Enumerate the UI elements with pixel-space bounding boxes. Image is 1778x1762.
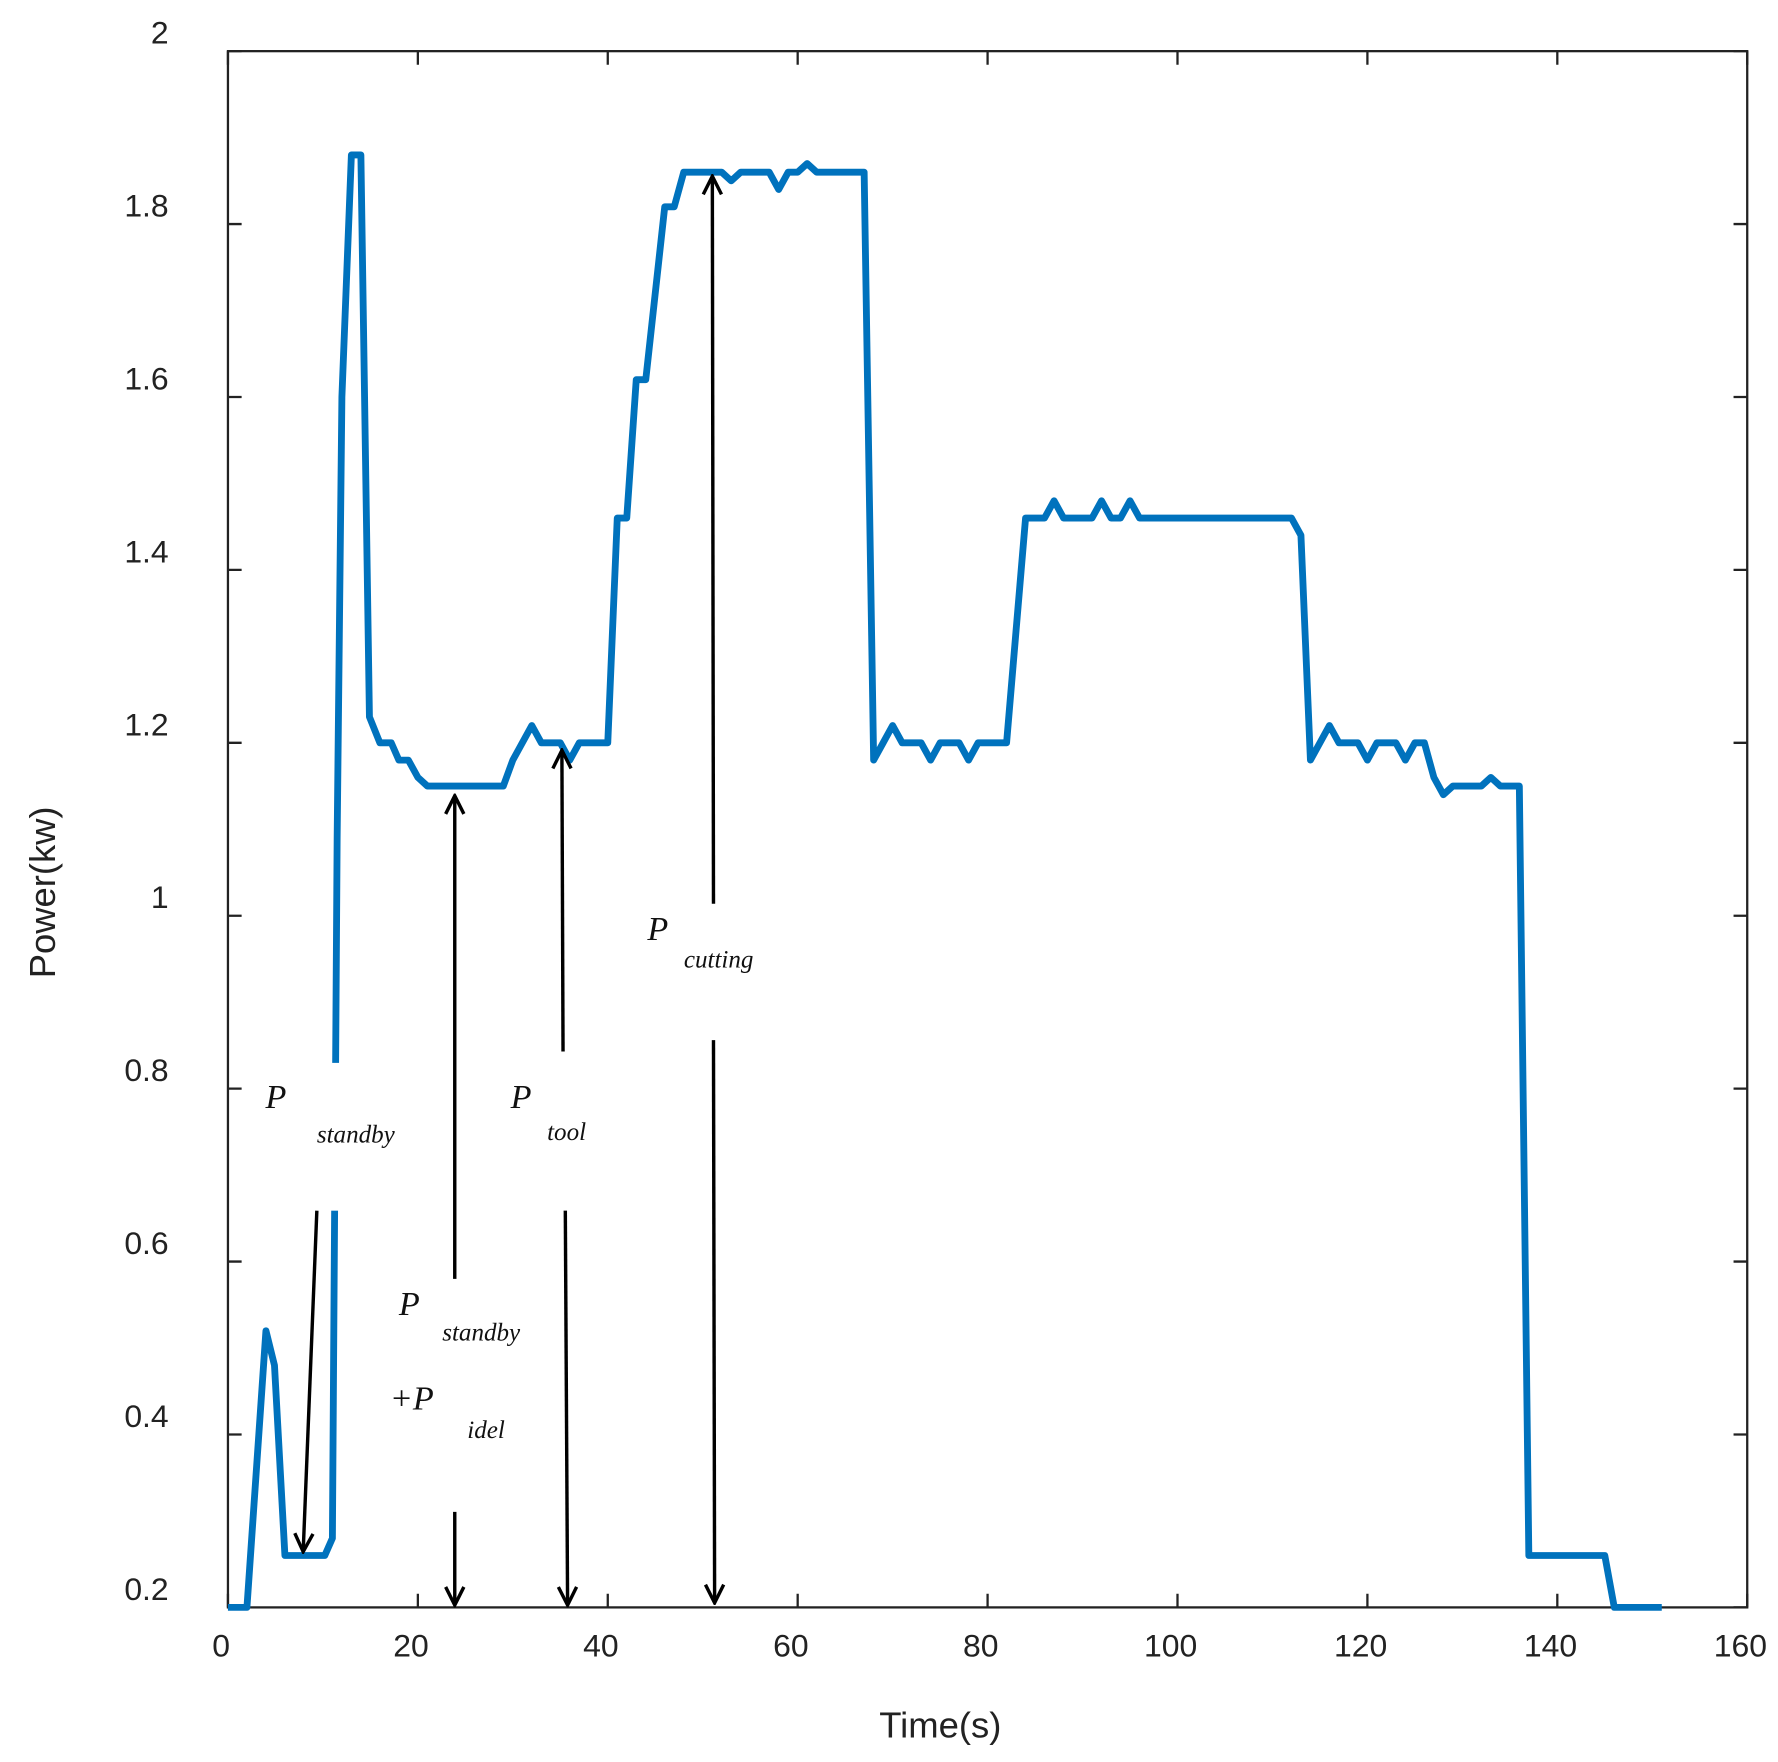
arrow [713,1040,714,1603]
x-tick-label: 80 [963,1628,998,1664]
y-axis-label: Power(kw) [22,807,63,979]
x-tick-label: 40 [583,1628,618,1664]
x-tick-label: 160 [1714,1628,1767,1664]
annotation-text: P [510,1079,532,1116]
y-tick-label: 1.4 [124,533,168,569]
y-tick-label: 1 [151,879,169,915]
annotation-text: +P [390,1380,434,1417]
label-background [256,1062,411,1211]
x-tick-label: 0 [212,1628,230,1664]
annotation-text: P [265,1079,287,1116]
annotation-text: P [646,911,668,948]
x-tick-label: 20 [393,1628,428,1664]
label-background [381,1278,553,1512]
y-tick-label: 1.8 [124,188,168,224]
arrow [565,1210,567,1605]
annotation-subscript: standby [317,1122,396,1149]
annotation-subscript: idel [467,1417,505,1444]
annotation-text: P [398,1286,420,1323]
label-background [501,1057,616,1211]
y-tick-label: 0.6 [124,1225,168,1261]
arrow [712,176,713,904]
y-tick-label: 1.6 [124,361,168,397]
arrow [303,1210,319,1552]
x-tick-label: 120 [1334,1628,1387,1664]
annotation-subscript: standby [442,1319,521,1346]
arrow [562,750,563,1052]
y-tick-label: 0.2 [124,1571,168,1607]
data-line [227,151,1662,1611]
y-tick-label: 2 [151,15,169,51]
annotation-subscript: cutting [684,946,754,973]
x-tick-label: 140 [1524,1628,1577,1664]
y-tick-label: 0.8 [124,1052,168,1088]
x-tick-label: 60 [773,1628,808,1664]
x-tick-label: 100 [1144,1628,1197,1664]
y-tick-label: 0.4 [124,1398,168,1434]
y-tick-label: 1.2 [124,706,168,742]
annotation-subscript: tool [547,1119,586,1146]
label-background [638,903,787,1041]
x-axis-label: Time(s) [879,1705,1001,1746]
